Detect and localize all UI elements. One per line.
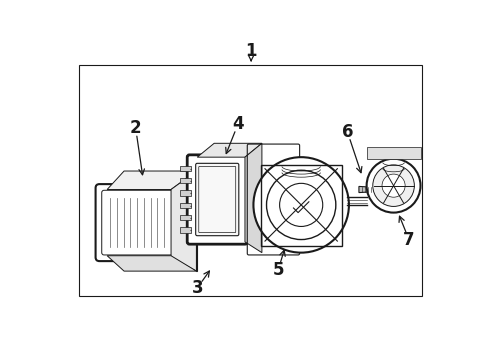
Text: 6: 6 — [342, 123, 353, 141]
Bar — [245, 183, 254, 188]
Bar — [180, 178, 191, 183]
Bar — [79, 65, 422, 296]
Polygon shape — [245, 143, 262, 253]
Bar — [180, 203, 191, 208]
Bar — [245, 210, 254, 215]
Text: 2: 2 — [130, 119, 142, 137]
Bar — [245, 170, 254, 175]
Text: 7: 7 — [403, 230, 415, 248]
Bar — [245, 197, 254, 202]
Polygon shape — [107, 171, 196, 189]
Bar — [180, 215, 191, 220]
Circle shape — [280, 183, 323, 226]
Circle shape — [367, 159, 420, 213]
Text: 3: 3 — [192, 279, 203, 297]
Circle shape — [267, 170, 336, 239]
Polygon shape — [359, 186, 376, 193]
Bar — [196, 171, 197, 271]
Bar — [180, 227, 191, 233]
FancyBboxPatch shape — [96, 184, 179, 261]
FancyBboxPatch shape — [187, 155, 247, 244]
Polygon shape — [171, 171, 196, 271]
Bar — [180, 166, 191, 171]
Text: 4: 4 — [232, 115, 244, 133]
Polygon shape — [107, 256, 196, 271]
Circle shape — [373, 165, 415, 206]
Circle shape — [253, 157, 349, 253]
Text: 5: 5 — [272, 261, 284, 279]
Bar — [245, 223, 254, 229]
FancyBboxPatch shape — [102, 190, 172, 255]
Circle shape — [382, 174, 405, 197]
FancyBboxPatch shape — [196, 163, 239, 236]
Bar — [367, 147, 420, 159]
Bar — [261, 165, 342, 246]
Text: 1: 1 — [245, 42, 257, 60]
Polygon shape — [197, 143, 262, 157]
Bar — [180, 190, 191, 195]
